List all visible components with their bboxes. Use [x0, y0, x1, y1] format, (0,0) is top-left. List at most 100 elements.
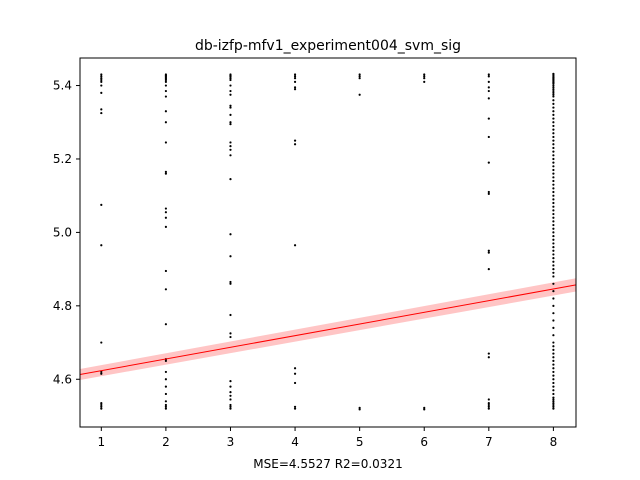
data-point: [100, 407, 103, 410]
data-point: [100, 75, 103, 78]
data-point: [229, 391, 232, 394]
data-point: [487, 86, 490, 89]
data-point: [293, 75, 297, 78]
data-point: [552, 93, 555, 96]
data-point: [164, 95, 167, 98]
data-point: [229, 93, 232, 96]
data-point: [358, 408, 361, 411]
data-point: [293, 88, 297, 91]
data-point: [552, 157, 555, 161]
data-point: [552, 110, 555, 113]
data-point: [552, 194, 555, 197]
data-point: [552, 201, 555, 205]
x-tick-label: 2: [162, 435, 170, 449]
data-point: [293, 80, 297, 83]
data-point: [229, 313, 232, 317]
data-point: [487, 97, 490, 100]
data-point: [229, 335, 232, 339]
data-point: [100, 203, 103, 206]
data-point: [293, 86, 297, 89]
data-point: [552, 398, 555, 401]
data-point: [552, 154, 555, 157]
data-point: [552, 245, 555, 249]
y-tick-label: 5.2: [53, 152, 72, 166]
data-point: [229, 145, 232, 148]
data-point: [229, 332, 232, 335]
data-point: [229, 104, 232, 107]
data-point: [552, 113, 555, 117]
data-point: [552, 290, 555, 293]
chart-title: db-izfp-mfv1_experiment004_svm_sig: [195, 38, 461, 54]
data-point: [552, 106, 555, 109]
data-point: [229, 121, 232, 124]
data-point: [229, 233, 232, 236]
data-point: [293, 143, 297, 146]
data-point: [164, 378, 167, 381]
x-tick-label: 8: [550, 435, 558, 449]
data-point: [552, 216, 555, 219]
data-point: [552, 257, 555, 260]
data-point: [229, 148, 232, 151]
data-point: [487, 135, 490, 139]
data-point: [229, 403, 232, 407]
data-point: [229, 255, 232, 258]
data-point: [164, 385, 167, 388]
data-point: [552, 227, 555, 230]
data-point: [552, 363, 555, 366]
data-point: [552, 117, 555, 120]
x-tick-label: 1: [97, 435, 105, 449]
data-point: [164, 400, 167, 403]
data-point: [487, 251, 490, 254]
data-point: [164, 207, 167, 210]
data-point: [552, 146, 555, 150]
data-point: [229, 385, 232, 388]
data-point: [552, 348, 555, 351]
y-axis: 4.6 4.8 5.0 5.2 5.4: [53, 79, 80, 386]
data-point: [229, 394, 232, 397]
data-point: [229, 280, 232, 284]
data-point: [100, 78, 103, 82]
data-point: [487, 73, 490, 76]
data-point: [552, 176, 555, 179]
data-point: [100, 84, 103, 87]
data-point: [552, 198, 555, 201]
data-point: [552, 326, 555, 329]
data-point: [552, 345, 555, 348]
data-point: [164, 216, 167, 219]
data-point: [552, 242, 555, 245]
data-point: [552, 381, 555, 385]
data-point: [293, 73, 297, 76]
data-point: [487, 89, 490, 93]
data-point: [164, 225, 167, 228]
data-point: [552, 183, 555, 186]
data-point: [100, 108, 103, 111]
data-point: [487, 190, 490, 194]
data-point: [552, 99, 555, 102]
data-point: [487, 402, 490, 405]
data-point: [487, 80, 490, 83]
data-point: [552, 304, 555, 307]
data-point: [164, 269, 167, 273]
data-point: [358, 75, 361, 78]
data-point: [552, 102, 555, 105]
data-point: [229, 154, 232, 157]
data-point: [552, 402, 555, 405]
data-point: [552, 407, 555, 410]
data-point: [229, 380, 232, 383]
data-point: [229, 106, 232, 109]
y-tick-label: 5.4: [53, 79, 72, 93]
x-tick-label: 5: [356, 435, 364, 449]
x-tick-label: 3: [227, 435, 235, 449]
data-point: [164, 405, 167, 408]
data-point: [100, 341, 103, 344]
regression-line: [79, 284, 577, 375]
data-point: [552, 205, 555, 208]
data-point: [487, 398, 490, 401]
data-point: [552, 370, 555, 374]
data-point: [229, 178, 232, 181]
data-point: [164, 403, 167, 407]
data-point: [552, 84, 555, 87]
data-point: [229, 122, 232, 126]
data-point: [552, 187, 555, 190]
data-point: [552, 179, 555, 183]
